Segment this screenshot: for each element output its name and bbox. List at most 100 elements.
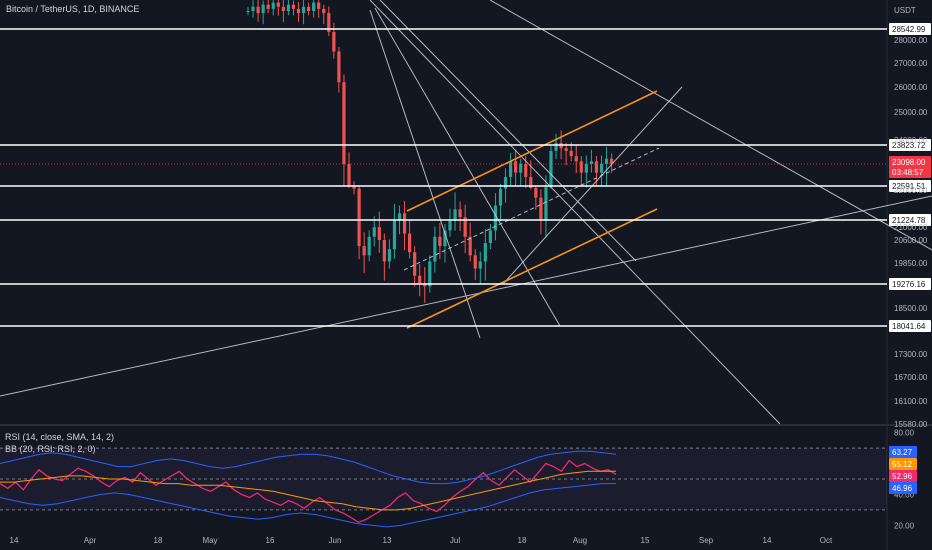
level-tag: [889, 139, 931, 151]
last-price-value: 23098.00: [892, 158, 926, 167]
candle-body: [251, 6, 255, 12]
candle-body: [256, 6, 260, 14]
price-tick: 16100.00: [894, 397, 928, 406]
candle-body: [246, 11, 250, 13]
level-label: 18041.64: [892, 322, 926, 331]
channel-upper[interactable]: [406, 90, 658, 212]
candle-body: [261, 4, 265, 14]
candle-body: [549, 150, 553, 188]
candle-body: [483, 243, 487, 262]
candle-body: [266, 4, 270, 9]
channel-lower[interactable]: [406, 208, 658, 329]
candle-body: [342, 82, 346, 164]
candle-body: [574, 156, 578, 162]
rsi-value-tag: [889, 458, 917, 470]
candle-body: [387, 249, 391, 262]
candle-body: [271, 2, 275, 9]
candle-body: [509, 161, 513, 177]
candle-body: [418, 275, 422, 284]
trendline[interactable]: [0, 195, 932, 397]
candle-body: [413, 252, 417, 276]
candle-body: [554, 142, 558, 151]
rsi-value-tag: [889, 470, 917, 482]
candle-body: [544, 187, 548, 221]
time-tick: Jun: [329, 536, 342, 545]
rsi-series-3: [0, 483, 616, 528]
candle-body: [604, 158, 609, 164]
candle-body: [463, 217, 467, 237]
time-axis[interactable]: 14 Apr 18 May 16 Jun 13 Jul 18 Aug 15 Sep 14 Oct: [10, 536, 833, 545]
candle-body: [594, 161, 599, 173]
candle-body: [397, 213, 402, 221]
candle-body: [291, 4, 296, 9]
price-tick: 15580.00: [894, 420, 928, 429]
candle-body: [534, 187, 538, 198]
rsi-value-label: 52.96: [892, 472, 913, 481]
candle-body: [433, 236, 437, 262]
candle-body: [478, 261, 482, 269]
candle-body: [281, 6, 285, 12]
rsi-series-1: [0, 470, 616, 511]
candle-body: [357, 188, 361, 247]
trendline[interactable]: [374, 7, 561, 327]
candle-body: [610, 158, 614, 164]
candle-body: [453, 209, 457, 221]
candle-body: [498, 188, 503, 206]
time-tick: 14: [10, 536, 19, 545]
price-axis[interactable]: USDT 28000.00 27000.00 26000.00 25000.00 2400…: [889, 6, 931, 429]
candle-body: [367, 236, 371, 256]
horizontal-levels[interactable]: 28542.99 23823.72 22591.51 21224.78 19276.16…: [0, 23, 931, 332]
candle-body: [524, 163, 528, 177]
rsi-value-tag: [889, 482, 917, 494]
candle-body: [276, 2, 280, 7]
trendline[interactable]: [379, 0, 637, 262]
candle-body: [392, 220, 397, 250]
rsi-legend[interactable]: RSI (14, close, SMA, 14, 2): [5, 432, 115, 442]
time-tick: 16: [266, 536, 275, 545]
candle-body: [307, 6, 311, 12]
time-tick: Apr: [84, 536, 97, 545]
candle-body: [529, 176, 533, 188]
candle-body: [428, 261, 432, 287]
symbol-label[interactable]: Bitcoin / TetherUS, 1D, BINANCE: [6, 4, 140, 14]
candle-body: [286, 4, 290, 12]
rsi-value-label: 55.12: [892, 460, 913, 469]
candle-body: [458, 209, 462, 218]
candle-body: [599, 163, 604, 173]
trendline[interactable]: [489, 0, 932, 251]
candle-body: [443, 230, 447, 247]
candle-body: [312, 2, 316, 12]
price-tick: 18500.00: [894, 304, 928, 313]
level-tag: [889, 23, 931, 35]
level-label: 23823.72: [892, 141, 926, 150]
candle-body: [503, 176, 508, 189]
candle-body: [438, 236, 442, 247]
level-label: 22591.51: [892, 182, 926, 191]
bb-legend[interactable]: BB (20, RSI: RSI, 2, 0): [5, 444, 96, 454]
candle-body: [372, 227, 376, 237]
level-tag: [889, 180, 931, 192]
trendline[interactable]: [403, 147, 660, 271]
time-tick: Jul: [450, 536, 460, 545]
candle-body: [377, 227, 381, 240]
price-tick: 27000.00: [894, 59, 928, 68]
time-tick: 13: [383, 536, 392, 545]
level-tag: [889, 320, 931, 332]
time-tick: May: [202, 536, 217, 545]
candle-body: [347, 163, 351, 187]
time-tick: Aug: [573, 536, 587, 545]
drawings[interactable]: [0, 0, 932, 425]
candle-body: [322, 8, 326, 14]
candle-body: [584, 163, 588, 173]
candle-body: [296, 8, 301, 14]
trendline[interactable]: [369, 0, 781, 425]
candle-body: [362, 246, 366, 256]
candle-body: [301, 6, 306, 14]
rsi-value-tag: [889, 446, 917, 458]
candle-body: [382, 240, 386, 262]
candle-body: [569, 150, 573, 157]
